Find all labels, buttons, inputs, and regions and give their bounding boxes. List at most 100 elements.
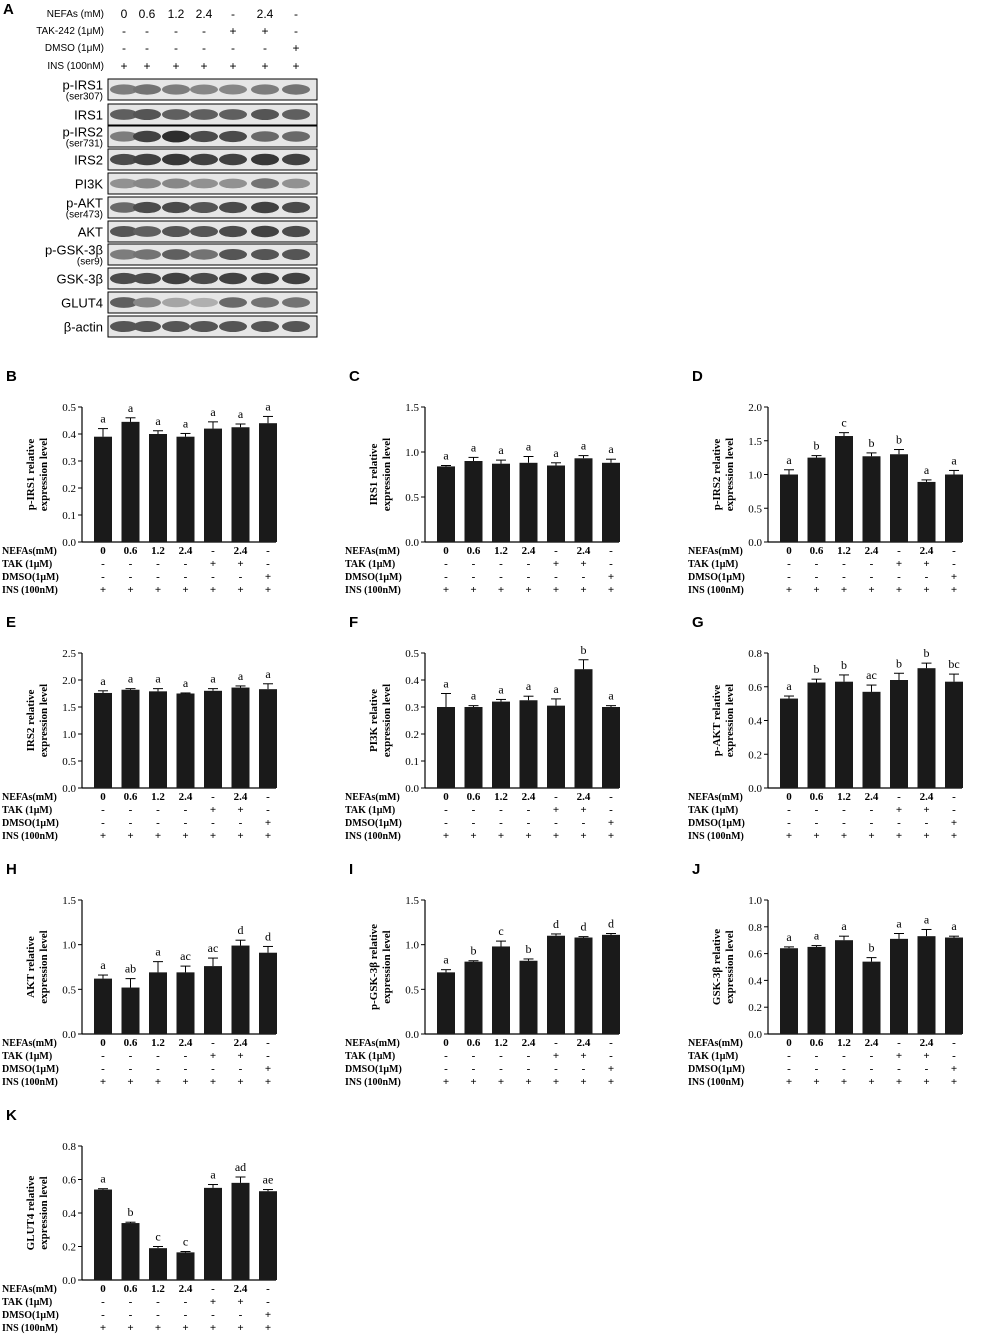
y-axis-label: IRS1 relativeexpression level (368, 438, 393, 511)
treatment-label: TAK (1μM) (345, 1051, 395, 1062)
treatment-value: - (211, 571, 215, 583)
y-tick-label: 2.0 (62, 675, 76, 687)
bar (176, 436, 195, 542)
treatment-value: - (952, 1050, 956, 1062)
significance-letter: ad (235, 1160, 246, 1174)
treatment-value: - (815, 558, 819, 570)
significance-letter: a (155, 672, 161, 686)
blot-band (251, 249, 279, 260)
treatment-label: INS (100nM) (688, 1077, 744, 1088)
blot-band (282, 249, 310, 260)
blot-band (219, 201, 247, 214)
significance-letter: b (869, 436, 875, 450)
treatment-value: - (184, 1063, 188, 1075)
y-tick-label: 0.8 (748, 648, 762, 660)
treatment-value: + (841, 584, 847, 596)
blot-band (133, 201, 161, 214)
treatment-value: - (444, 571, 448, 583)
treatment-value: + (498, 830, 504, 842)
treatment-value: - (952, 545, 956, 557)
treatment-value: 2.4 (179, 1037, 193, 1049)
panel-label: H (6, 861, 17, 878)
treatment-value: - (870, 1050, 874, 1062)
y-tick-label: 0.0 (62, 1275, 76, 1287)
blot-band (133, 321, 161, 332)
blot-condition-value: - (231, 7, 235, 21)
blot-band (251, 201, 279, 214)
blot-protein-label: PI3K (75, 177, 104, 192)
treatment-value: - (444, 1050, 448, 1062)
significance-letter: a (100, 958, 106, 972)
treatment-value: + (210, 1322, 216, 1334)
treatment-value: + (608, 571, 614, 583)
treatment-value: + (210, 1076, 216, 1088)
significance-letter: a (581, 439, 587, 453)
blot-condition-value: + (292, 59, 299, 73)
blot-band (282, 272, 310, 285)
significance-letter: ab (125, 962, 136, 976)
treatment-value: + (813, 830, 819, 842)
significance-letter: a (526, 440, 532, 454)
blot-condition-value: + (172, 59, 179, 73)
y-tick-label: 0.2 (62, 1242, 76, 1254)
blot-band (133, 109, 161, 120)
significance-letter: a (896, 917, 902, 931)
treatment-value: + (608, 1076, 614, 1088)
significance-letter: a (265, 399, 271, 413)
y-axis-label: p-IRS1 relativeexpression level (25, 438, 50, 511)
blot-condition-value: - (145, 24, 149, 38)
treatment-value: + (786, 584, 792, 596)
blot-band (133, 153, 161, 166)
treatment-value: - (815, 1063, 819, 1075)
significance-letter: b (841, 658, 847, 672)
treatment-value: 2.4 (865, 1037, 879, 1049)
bar (149, 972, 167, 1034)
bar-chart-panel-c: C IRS1 relativeexpression level 0.0 0.5 1.0 1… (345, 368, 620, 596)
treatment-value: 2.4 (577, 791, 591, 803)
y-tick-label: 0.0 (405, 783, 419, 795)
treatment-value: 2.4 (865, 545, 879, 557)
treatment-value: - (472, 571, 476, 583)
treatment-value: - (897, 545, 901, 557)
bar (492, 463, 510, 542)
bar-chart-panel-e: E IRS2 relativeexpression level 0.0 0.5 1.0 1… (2, 614, 277, 842)
treatment-label: DMSO(1μM) (345, 818, 402, 829)
y-tick-label: 0.6 (62, 1175, 76, 1187)
treatment-value: - (101, 1309, 105, 1321)
treatment-value: 0 (100, 1037, 106, 1049)
treatment-value: 2.4 (522, 545, 536, 557)
treatment-value: - (842, 1063, 846, 1075)
treatment-value: - (266, 804, 270, 816)
significance-letter: a (786, 453, 792, 467)
treatment-value: 0.6 (467, 545, 481, 557)
treatment-value: + (265, 1309, 271, 1321)
treatment-label: NEFAs(mM) (2, 1284, 57, 1295)
bar (807, 682, 826, 788)
treatment-value: 2.4 (577, 1037, 591, 1049)
bar (204, 690, 222, 788)
treatment-value: - (499, 558, 503, 570)
treatment-value: - (609, 1050, 613, 1062)
y-tick-label: 0.1 (405, 756, 419, 768)
treatment-value: + (100, 830, 106, 842)
treatment-value: - (184, 571, 188, 583)
bar-chart-panel-f: F PI3K relativeexpression level 0.0 0.1 0.2 0… (345, 614, 620, 842)
blot-row: p-IRS1(ser307) (63, 78, 318, 103)
blot-band (133, 249, 161, 260)
blot-band (282, 201, 310, 214)
bar (547, 465, 565, 542)
y-tick-label: 0.2 (748, 749, 762, 761)
significance-letter: a (471, 440, 477, 454)
treatment-value: 2.4 (920, 791, 934, 803)
blot-band (282, 225, 310, 238)
treatment-value: - (499, 571, 503, 583)
blot-band (282, 84, 310, 95)
treatment-value: + (896, 804, 902, 816)
blot-condition-value: - (202, 24, 206, 38)
bar (945, 937, 963, 1034)
treatment-value: - (952, 1037, 956, 1049)
treatment-value: - (184, 1296, 188, 1308)
blot-band (190, 226, 218, 237)
bar (121, 1223, 140, 1280)
treatment-value: - (870, 1063, 874, 1075)
